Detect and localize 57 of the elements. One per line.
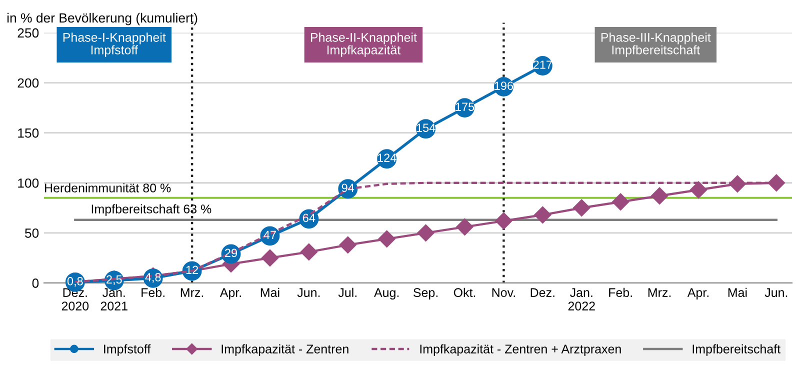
point xyxy=(300,243,318,260)
y-tick-label: 150 xyxy=(18,128,39,138)
legend-label: Impfbereitschaft xyxy=(692,344,780,356)
legend-label: Impfkapazität - Zentren xyxy=(222,344,348,356)
y-tick-label: 100 xyxy=(18,178,39,188)
annotation: Phase-II-Knappheit Impfkapazität xyxy=(310,32,417,57)
data-label: 175 xyxy=(456,102,474,111)
x-tick-label: Nov. xyxy=(492,288,515,298)
data-label: 124 xyxy=(378,154,396,162)
x-tick-label: Feb. xyxy=(142,288,164,298)
x-tick-label: Jan. 2022 xyxy=(568,288,595,310)
point xyxy=(339,236,356,254)
data-label: 2,5 xyxy=(106,275,122,286)
x-tick-label: Mrz. xyxy=(180,288,204,297)
x-tick-label: Sep. xyxy=(414,288,438,300)
legend-label: Impfkapazität - Zentren + Arztpraxen xyxy=(420,344,621,356)
x-tick-label: Apr. xyxy=(220,288,241,300)
point xyxy=(378,230,396,248)
y-tick-label: 200 xyxy=(18,78,39,88)
data-label: 12 xyxy=(186,266,198,274)
point xyxy=(768,174,785,192)
y-axis-title: in % der Bevölkerung (kumuliert) xyxy=(7,12,198,26)
annotation: Impfbereitschaft 63 % xyxy=(92,204,212,216)
y-tick-label: 50 xyxy=(24,228,39,238)
point xyxy=(650,187,668,204)
legend-label: Impfstoff xyxy=(104,344,151,356)
point xyxy=(495,212,512,230)
point xyxy=(690,181,708,198)
x-tick-label: Jul. xyxy=(338,288,356,298)
annotation: Phase-I-Knappheit Impfstoff xyxy=(63,32,166,57)
x-tick-label: Mai xyxy=(260,288,280,298)
data-label: 64 xyxy=(302,214,316,222)
ref-line-label: Herdenimmunität 80 % xyxy=(45,183,171,192)
point xyxy=(456,218,474,236)
data-label: 94 xyxy=(342,184,354,192)
point xyxy=(417,224,434,242)
data-label: 217 xyxy=(533,60,552,69)
point xyxy=(534,206,552,224)
point xyxy=(261,249,279,266)
x-tick-label: Jun. xyxy=(297,288,320,298)
annotation: Phase-III-Knappheit Impfbereitschaft xyxy=(601,32,711,57)
point xyxy=(612,193,630,210)
x-tick-label: Mrz. xyxy=(648,288,671,297)
x-tick-label: Aug. xyxy=(374,288,399,300)
x-tick-label: Dez. xyxy=(530,288,554,298)
x-tick-label: Jan. 2021 xyxy=(100,288,128,310)
x-tick-label: Okt. xyxy=(454,288,476,298)
x-tick-label: Apr. xyxy=(687,288,708,300)
data-label: 154 xyxy=(416,124,436,132)
y-tick-label: 0 xyxy=(32,278,39,288)
x-tick-label: Mai xyxy=(728,288,747,298)
y-tick-label: 250 xyxy=(18,28,39,38)
data-label: 196 xyxy=(494,82,514,90)
point xyxy=(573,199,590,216)
x-tick-label: Jun. xyxy=(764,288,788,298)
data-label: 0,8 xyxy=(67,276,83,287)
x-tick-label: Feb. xyxy=(609,288,632,298)
